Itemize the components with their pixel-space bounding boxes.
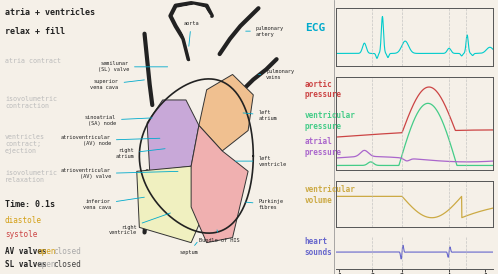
Text: SL valves: SL valves [5,260,47,269]
Text: diastole: diastole [5,216,42,226]
Text: aortic
pressure: aortic pressure [305,79,342,99]
Text: sinoatrial
(SA) node: sinoatrial (SA) node [85,115,152,126]
Polygon shape [199,75,253,151]
Polygon shape [137,166,207,243]
Polygon shape [147,100,199,171]
Polygon shape [191,125,248,243]
Text: open: open [37,247,56,256]
Text: pulmonary
veins: pulmonary veins [258,69,294,80]
Text: ventricular
volume: ventricular volume [305,185,356,205]
Text: ECG: ECG [305,23,325,33]
Text: left
atrium: left atrium [243,110,277,121]
Text: open: open [37,260,56,269]
Text: Bundle of HIS: Bundle of HIS [199,230,240,242]
Text: closed: closed [53,260,81,269]
Text: ventricles
contract;
ejection: ventricles contract; ejection [5,134,45,154]
Text: septum: septum [179,242,198,255]
Text: heart
sounds: heart sounds [305,237,333,257]
Text: superior
vena cava: superior vena cava [91,79,144,90]
Text: atrioventricular
(AV) valve: atrioventricular (AV) valve [61,169,178,179]
Text: isovolumetric
contraction: isovolumetric contraction [5,96,57,109]
Text: right
atrium: right atrium [116,148,165,159]
Text: atrioventricular
(AV) node: atrioventricular (AV) node [61,135,160,146]
Text: Purkinje
fibres: Purkinje fibres [246,199,283,210]
Text: atrial
pressure: atrial pressure [305,137,342,157]
Text: ventricular
pressure: ventricular pressure [305,111,356,131]
Text: closed: closed [53,247,81,256]
Text: inferior
vena cava: inferior vena cava [83,197,144,210]
Text: left
ventricle: left ventricle [236,156,286,167]
Text: Time: 0.1s: Time: 0.1s [5,200,55,209]
Text: right
ventricle: right ventricle [109,213,170,235]
Text: aorta: aorta [183,21,199,46]
Text: isovolumetric
relaxation: isovolumetric relaxation [5,170,57,183]
Text: systole: systole [5,230,37,239]
Text: relax + fill: relax + fill [5,27,65,36]
Text: pulmonary
artery: pulmonary artery [246,26,284,36]
Text: semilunar
(SL) valve: semilunar (SL) valve [98,61,168,72]
Text: atria contract: atria contract [5,58,61,64]
Text: AV valves: AV valves [5,247,47,256]
Text: atria + ventricles: atria + ventricles [5,8,95,17]
